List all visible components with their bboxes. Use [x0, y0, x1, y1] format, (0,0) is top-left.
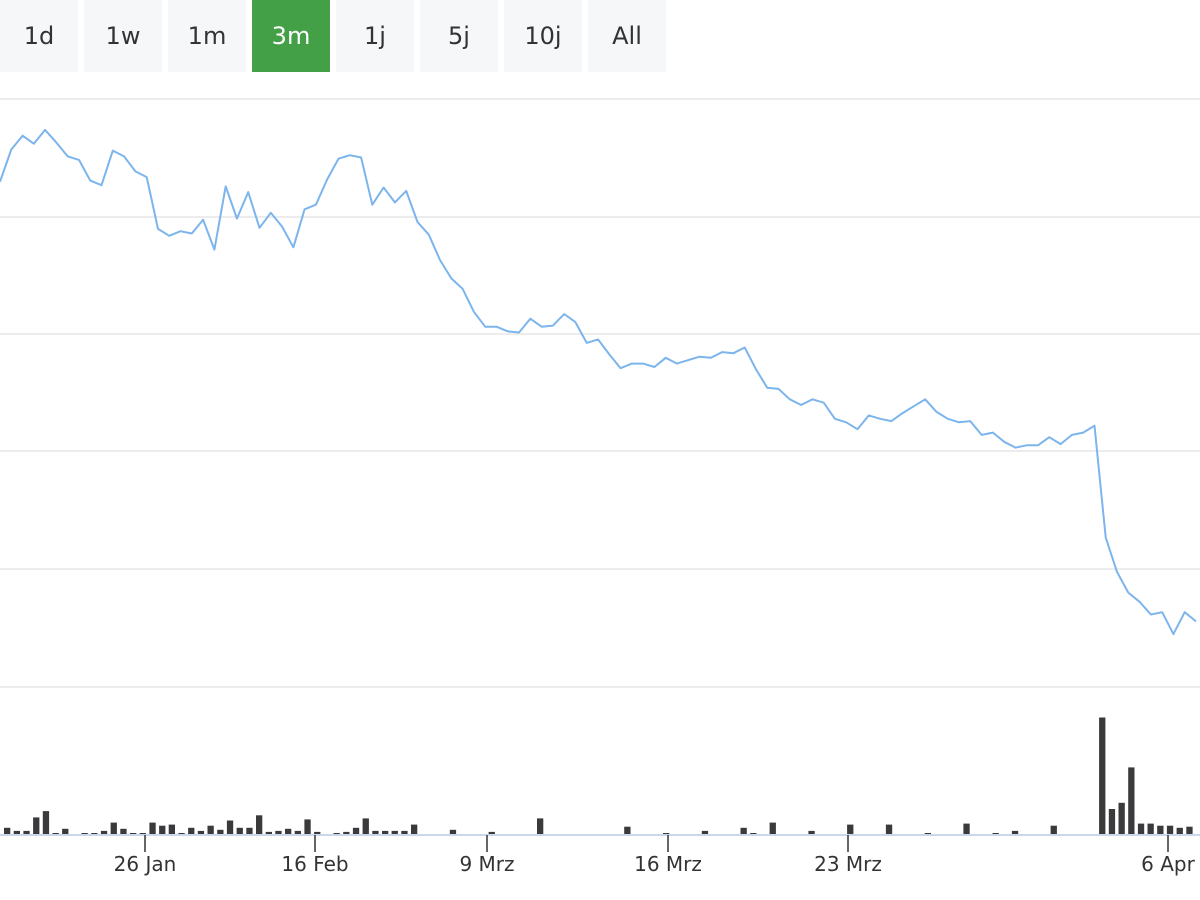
volume-bar [372, 830, 379, 834]
range-1d-button[interactable]: 1d [0, 0, 78, 72]
volume-bar [1050, 825, 1057, 834]
volume-bar [963, 823, 970, 834]
range-1m-button[interactable]: 1m [168, 0, 246, 72]
volume-bar [1166, 825, 1174, 834]
x-tick-label: 16 Feb [281, 852, 348, 876]
volume-bar [197, 830, 205, 834]
x-tick-label: 6 Apr [1141, 852, 1195, 876]
volume-bar [130, 833, 137, 834]
volume-bar [352, 827, 360, 834]
volume-bar [13, 830, 20, 834]
volume-bar [847, 824, 854, 834]
volume-bar [81, 833, 88, 834]
volume-bar [1099, 717, 1106, 834]
volume-bar [285, 828, 292, 834]
volume-bar [159, 825, 166, 834]
volume-bar [1011, 830, 1019, 834]
volume-bar [139, 833, 146, 834]
range-1w-button[interactable]: 1w [84, 0, 162, 72]
volume-bar [188, 827, 195, 834]
volume-bar [449, 829, 457, 834]
volume-bar [314, 831, 321, 834]
volume-bar [992, 833, 999, 834]
volume-bar [391, 830, 398, 834]
volume-bar [1118, 802, 1125, 834]
volume-bar [1176, 827, 1183, 834]
volume-bar [226, 820, 234, 834]
volume-bar [304, 819, 311, 834]
volume-bar [885, 824, 893, 834]
volume-bar [1137, 823, 1145, 834]
volume-bar [382, 830, 389, 834]
range-selector: 1d 1w 1m 3m 1j 5j 10j All [0, 0, 672, 72]
grid-lines [0, 98, 1200, 688]
volume-bar [701, 830, 709, 834]
volume-bar [149, 822, 156, 834]
volume-bar [100, 830, 108, 834]
volume-bar [256, 815, 263, 834]
volume-bar [207, 825, 214, 834]
volume-bar [808, 830, 815, 834]
volume-bar [33, 817, 40, 834]
range-all-button[interactable]: All [588, 0, 666, 72]
volume-bar [663, 833, 670, 834]
volume-bar [42, 811, 50, 834]
volume-bar [362, 818, 369, 834]
volume-bar [4, 827, 11, 834]
x-tick-label: 9 Mrz [459, 852, 514, 876]
volume-bar [178, 833, 185, 834]
volume-bar [91, 833, 98, 834]
volume-bar [769, 822, 776, 834]
volume-bar [217, 829, 224, 834]
volume-bar [750, 833, 757, 834]
volume-bar [110, 822, 117, 834]
volume-bar [343, 831, 350, 834]
volume-bar [740, 827, 747, 834]
price-line [0, 128, 1197, 636]
volume-bar [1157, 825, 1164, 834]
volume-bar [294, 830, 301, 834]
x-tick-label: 23 Mrz [814, 852, 882, 876]
volume-bar [23, 830, 30, 834]
range-3m-button[interactable]: 3m [252, 0, 330, 72]
volume-bar [62, 828, 69, 834]
volume-bar [275, 830, 282, 834]
volume-bar [924, 833, 931, 834]
volume-bar [120, 828, 127, 834]
volume-bar [246, 827, 253, 834]
range-10j-button[interactable]: 10j [504, 0, 582, 72]
volume-bar [624, 826, 631, 834]
volume-bar [168, 824, 175, 834]
x-axis: 26 Jan 16 Feb 9 Mrz 16 Mrz 23 Mrz 6 Apr [0, 834, 1200, 876]
volume-bar [1108, 809, 1116, 834]
volume-bar [333, 833, 340, 834]
volume-bar [1128, 767, 1135, 834]
x-tick-label: 26 Jan [114, 852, 177, 876]
volume-bar [1147, 823, 1154, 834]
volume-bar [236, 827, 243, 834]
range-1j-button[interactable]: 1j [336, 0, 414, 72]
range-5j-button[interactable]: 5j [420, 0, 498, 72]
volume-series [4, 717, 1193, 834]
volume-bar [537, 818, 544, 834]
volume-bar [52, 833, 59, 834]
x-tick-label: 16 Mrz [634, 852, 702, 876]
volume-bar [411, 824, 418, 834]
volume-bar [488, 831, 495, 834]
volume-bar [1186, 826, 1193, 834]
volume-bar [401, 830, 408, 834]
volume-bar [265, 831, 272, 834]
